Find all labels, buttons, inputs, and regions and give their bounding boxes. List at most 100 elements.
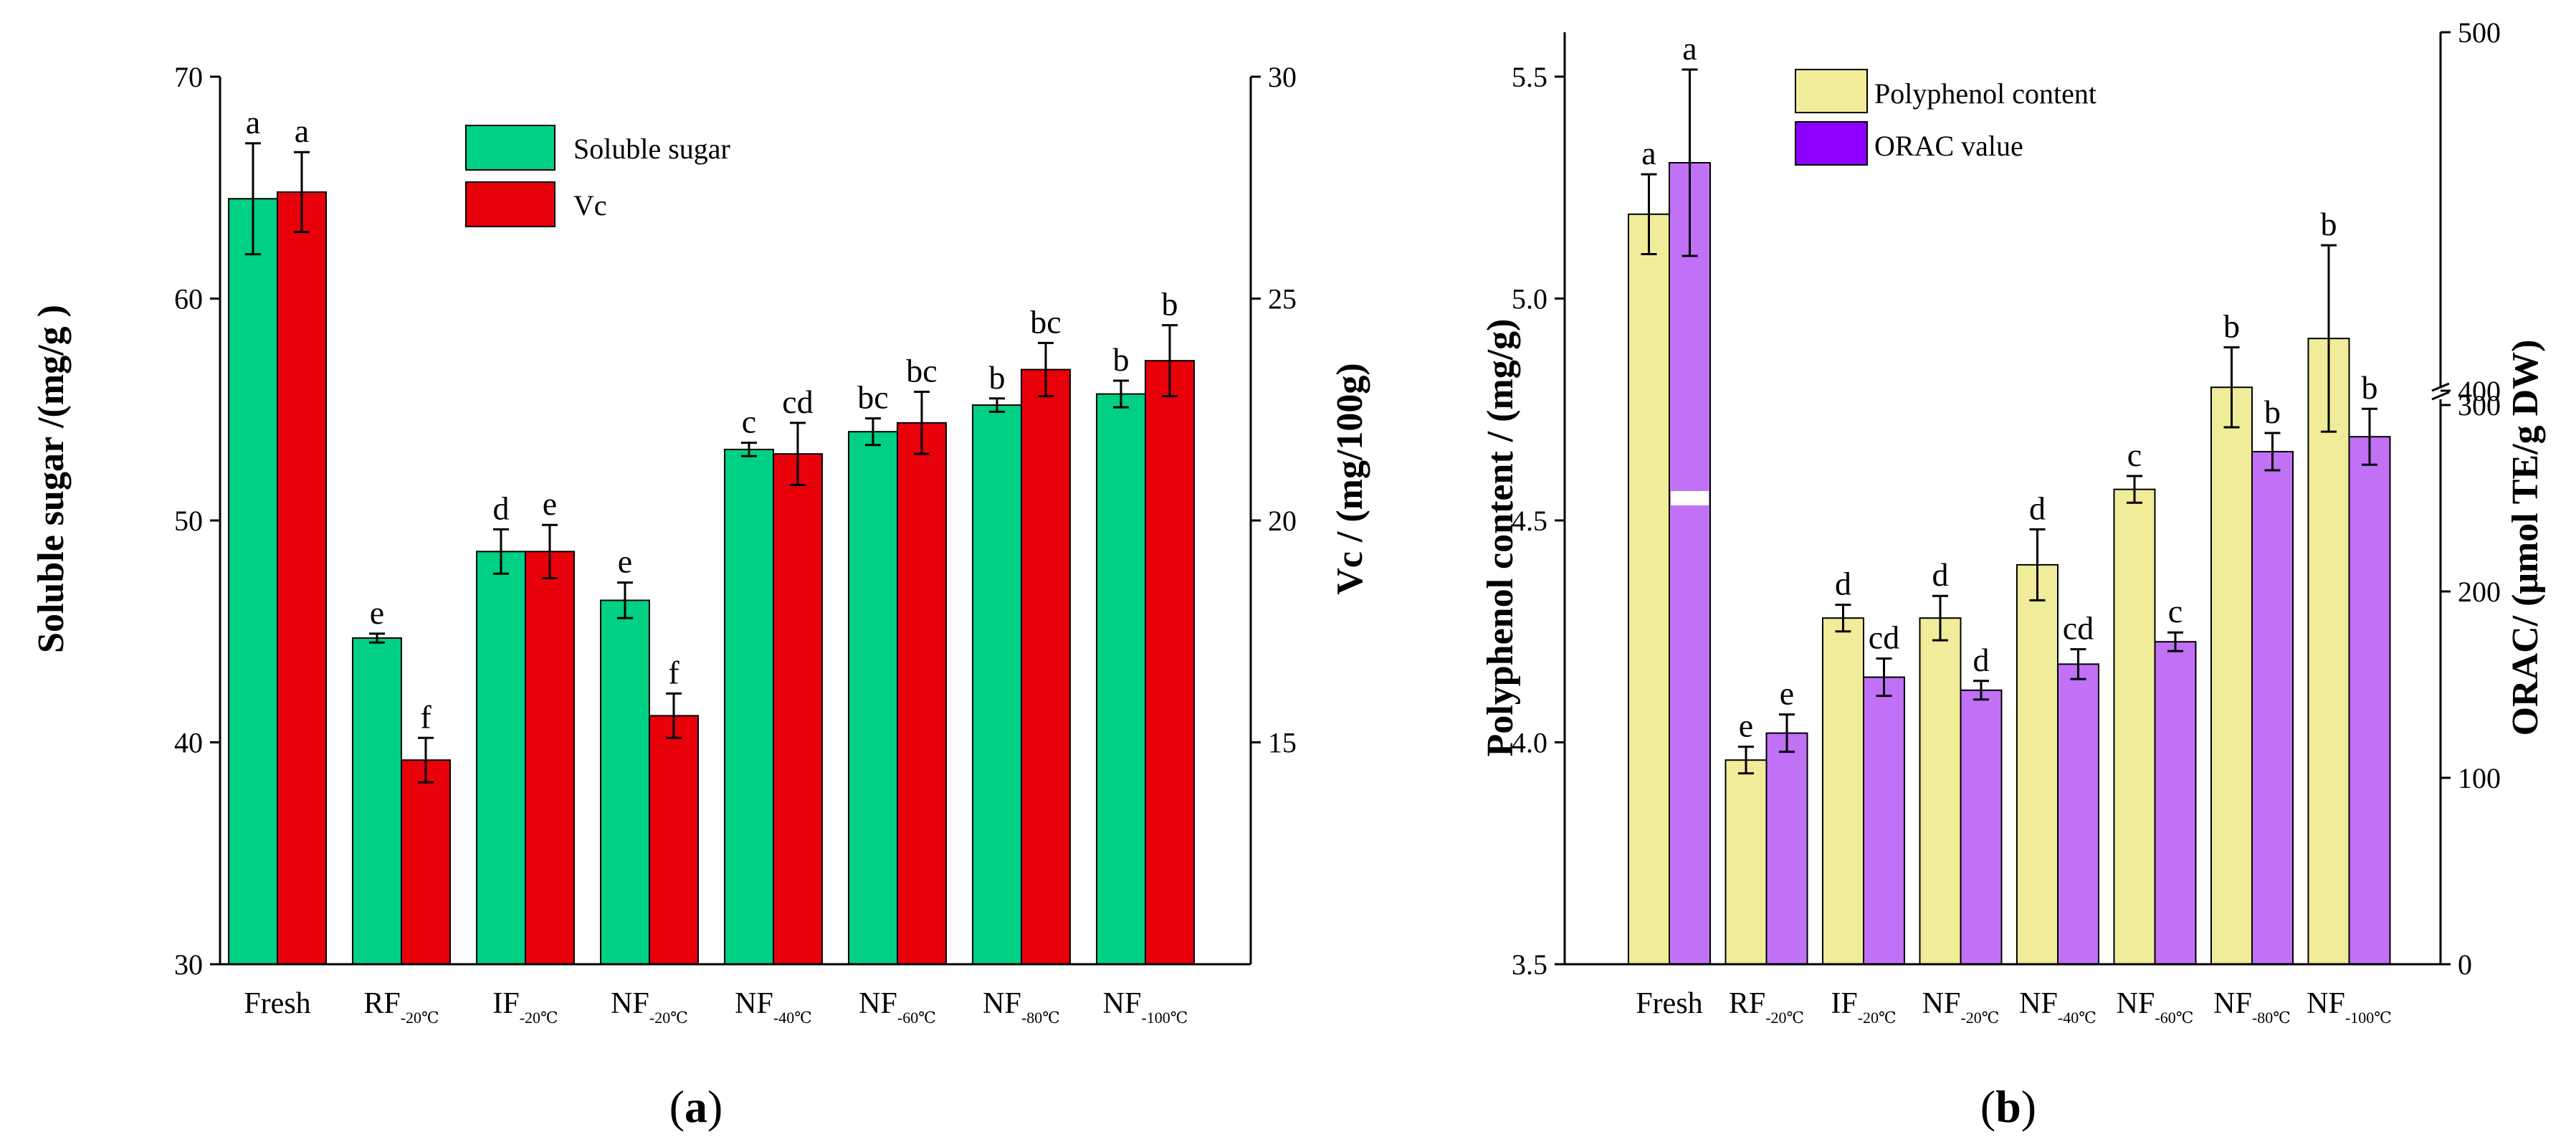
significance-letter: e <box>618 543 632 580</box>
bar <box>2210 386 2253 965</box>
category-main: Fresh <box>244 987 310 1020</box>
left-tick-label: 5.5 <box>1512 61 1547 93</box>
axis-break-mark <box>2431 382 2450 392</box>
category-label: NF-100℃ <box>1103 987 1188 1027</box>
category-main: NF <box>735 987 773 1020</box>
right-axis-label: Vc / (mg/100g) <box>1330 363 1370 594</box>
category-subscript: -20℃ <box>520 1009 558 1027</box>
category-main: NF <box>2307 987 2345 1020</box>
category-subscript: -80℃ <box>1021 1009 1060 1027</box>
bar <box>2113 488 2156 965</box>
bar <box>600 599 650 965</box>
right-tick-label: 0 <box>2458 948 2472 981</box>
bar <box>1628 213 1670 965</box>
category-label: NF-60℃ <box>859 987 936 1027</box>
legend-swatch-vc <box>465 181 555 227</box>
legend-label-soluble-sugar: Soluble sugar <box>573 133 730 165</box>
bar <box>228 198 278 966</box>
category-main: IF <box>492 987 519 1020</box>
axes <box>1563 32 2450 966</box>
bar <box>2348 436 2391 965</box>
tick-layer: 30 40 50 60 70 15 20 25 30 <box>174 61 1297 981</box>
category-main: NF <box>859 987 897 1020</box>
category-label: NF-20℃ <box>611 987 688 1027</box>
category-label: NF-40℃ <box>2019 987 2096 1027</box>
bar <box>2016 563 2059 965</box>
category-subscript: -20℃ <box>401 1009 439 1027</box>
category-main: RF <box>363 987 400 1020</box>
right-tick-label: 20 <box>1268 505 1297 537</box>
category-subscript: -60℃ <box>2155 1009 2193 1027</box>
bar <box>1669 162 1711 965</box>
right-tick-label: 30 <box>1268 61 1297 93</box>
category-label: RF-20℃ <box>363 987 439 1027</box>
category-label: Fresh <box>244 987 310 1020</box>
category-main: NF <box>2213 987 2252 1020</box>
right-axis-label: ORAC/ (μmol TE/g DW) <box>2505 340 2546 736</box>
bar <box>1096 393 1146 965</box>
axis-break-mark <box>2431 391 2450 401</box>
category-label: NF-100℃ <box>2307 987 2392 1027</box>
category-main: Fresh <box>1636 987 1702 1020</box>
legend-label-polyphenol: Polyphenol content <box>1874 77 2096 110</box>
left-tick-label: 70 <box>174 61 203 93</box>
significance-letter: d <box>1932 556 1949 593</box>
significance-letter: e <box>543 485 557 522</box>
significance-letter: f <box>420 698 431 735</box>
significance-letter: d <box>493 490 510 526</box>
bar <box>1919 617 1962 966</box>
legend: Soluble sugar Vc <box>465 125 730 227</box>
significance-letter: b <box>989 359 1006 396</box>
right-tick-label: 500 <box>2458 16 2501 49</box>
category-subscript: -20℃ <box>649 1009 688 1027</box>
significance-letter: e <box>1739 708 1753 744</box>
category-subscript: -40℃ <box>2058 1009 2096 1027</box>
left-tick-label: 60 <box>174 283 203 315</box>
significance-letter: cd <box>782 384 813 420</box>
bar <box>897 422 947 965</box>
significance-letter: d <box>1835 566 1851 602</box>
legend-swatch-soluble-sugar <box>465 125 555 171</box>
bar <box>1145 360 1195 966</box>
category-subscript: -40℃ <box>773 1009 812 1027</box>
significance-letter: c <box>2127 437 2142 473</box>
category-main: NF <box>1922 987 1961 1020</box>
category-label: Fresh <box>1636 987 1702 1020</box>
bar <box>2057 663 2099 966</box>
significance-letter: f <box>668 654 679 690</box>
significance-letter: a <box>1641 135 1656 171</box>
category-subscript: -20℃ <box>1960 1009 1999 1027</box>
right-tick-label: 25 <box>1268 283 1297 315</box>
legend-label-vc: Vc <box>573 189 607 222</box>
panel-label-a: (a) <box>669 1081 723 1132</box>
category-main: NF <box>2019 987 2058 1020</box>
bar <box>352 637 402 965</box>
significance-letter: e <box>370 594 384 631</box>
category-main: NF <box>2117 987 2155 1020</box>
bar <box>1863 676 1905 965</box>
significance-letter: b <box>2264 394 2281 430</box>
bar <box>1960 689 2003 965</box>
significance-letter: bc <box>906 352 937 389</box>
left-tick-label: 3.5 <box>1512 948 1547 981</box>
category-subscript: -20℃ <box>1765 1009 1804 1027</box>
left-tick-label: 40 <box>174 727 203 759</box>
left-tick-label: 4.5 <box>1512 505 1547 537</box>
bar <box>1822 617 1864 966</box>
significance-letter: c <box>742 404 756 440</box>
error-bar-layer <box>245 142 1178 784</box>
left-tick-label: 30 <box>174 948 203 981</box>
significance-letter: b <box>2362 369 2378 406</box>
right-tick-label: 300 <box>2458 389 2501 422</box>
category-label: NF-80℃ <box>983 987 1060 1027</box>
bar <box>649 715 699 965</box>
bar <box>277 191 327 966</box>
legend-swatch-orac <box>1795 121 1868 166</box>
category-main: NF <box>1103 987 1142 1020</box>
legend-label-orac: ORAC value <box>1874 130 2023 162</box>
significance-letter: bc <box>1030 303 1061 340</box>
